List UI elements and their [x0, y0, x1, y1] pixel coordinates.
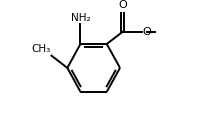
Text: O: O	[118, 0, 127, 10]
Text: NH₂: NH₂	[71, 13, 90, 23]
Text: O: O	[142, 27, 151, 37]
Text: CH₃: CH₃	[31, 44, 50, 54]
